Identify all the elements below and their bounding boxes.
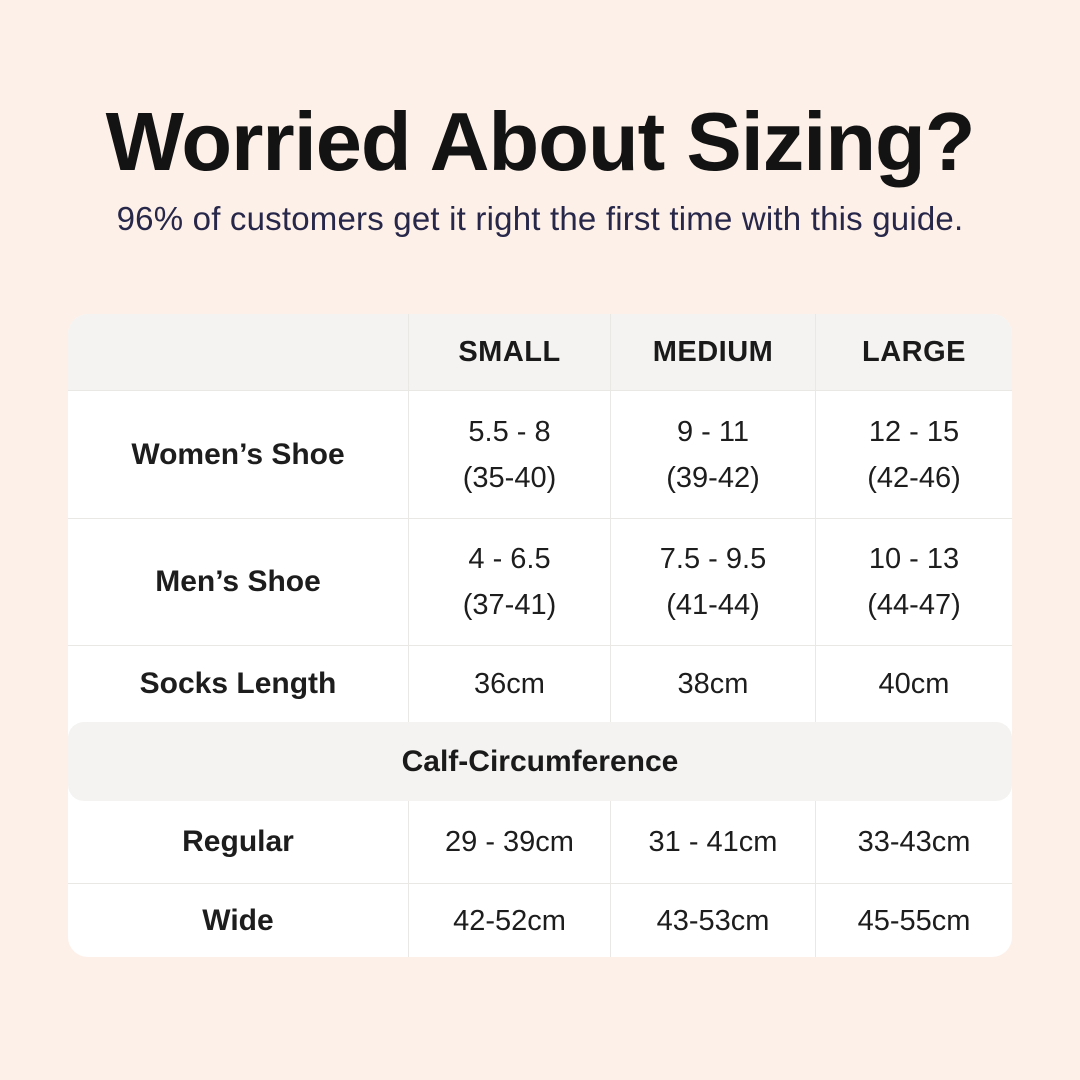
table-row-wide: Wide 42-52cm 43-53cm 45-55cm (68, 883, 1012, 957)
cell-line: 5.5 - 8 (468, 415, 551, 448)
cell-line: (39-42) (666, 461, 760, 494)
cell-line: 7.5 - 9.5 (659, 543, 767, 575)
cell-regular-small: 29 - 39cm (408, 801, 610, 883)
cell-line: (41-44) (666, 589, 760, 621)
column-header-blank (68, 314, 408, 390)
cell-socks-large: 40cm (815, 646, 1012, 722)
cell-wide-small: 42-52cm (408, 884, 610, 957)
cell-line: 4 - 6.5 (468, 543, 551, 575)
row-label-womens-shoe: Women’s Shoe (131, 437, 345, 471)
cell-mens-large: 10 - 13 (44-47) (815, 519, 1012, 645)
table-row-regular: Regular 29 - 39cm 31 - 41cm 33-43cm (68, 801, 1012, 883)
cell-regular-large: 33-43cm (815, 801, 1012, 883)
page-title: Worried About Sizing? (105, 95, 976, 188)
cell-line: 9 - 11 (676, 415, 749, 448)
cell-mens-medium: 7.5 - 9.5 (41-44) (610, 519, 815, 645)
table-row-socks-length: Socks Length 36cm 38cm 40cm (68, 645, 1012, 722)
cell-womens-small: 5.5 - 8 (35-40) (408, 391, 610, 518)
cell-womens-large: 12 - 15 (42-46) (815, 391, 1012, 518)
table-row-womens-shoe: Women’s Shoe 5.5 - 8 (35-40) 9 - 11 (39-… (68, 390, 1012, 518)
cell-line: 10 - 13 (868, 543, 960, 575)
cell-socks-small: 36cm (408, 646, 610, 722)
cell-line: (37-41) (462, 589, 557, 621)
page-subtitle: 96% of customers get it right the first … (116, 199, 964, 237)
row-label-mens-shoe: Men’s Shoe (155, 565, 321, 598)
row-label-socks-length: Socks Length (139, 667, 337, 700)
cell-wide-large: 45-55cm (815, 884, 1012, 957)
cell-mens-small: 4 - 6.5 (37-41) (408, 519, 610, 645)
cell-womens-medium: 9 - 11 (39-42) (610, 391, 815, 518)
cell-line: (44-47) (867, 589, 961, 621)
size-chart-card: SMALL MEDIUM LARGE Women’s Shoe 5.5 - 8 … (68, 314, 1012, 957)
hero-header: Worried About Sizing? 96% of customers g… (0, 98, 1080, 238)
cell-regular-medium: 31 - 41cm (610, 801, 815, 883)
table-header-row: SMALL MEDIUM LARGE (68, 314, 1012, 390)
section-header-calf-circumference: Calf-Circumference (68, 722, 1012, 801)
cell-socks-medium: 38cm (610, 646, 815, 722)
row-label-regular: Regular (182, 825, 294, 858)
table-row-mens-shoe: Men’s Shoe 4 - 6.5 (37-41) 7.5 - 9.5 (41… (68, 518, 1012, 645)
cell-line: (35-40) (462, 461, 557, 494)
cell-line: 12 - 15 (868, 415, 960, 448)
cell-wide-medium: 43-53cm (610, 884, 815, 957)
column-header-large: LARGE (815, 314, 1012, 390)
cell-line: (42-46) (867, 461, 961, 494)
column-header-small: SMALL (408, 314, 610, 390)
row-label-wide: Wide (202, 903, 274, 937)
column-header-medium: MEDIUM (610, 314, 815, 390)
